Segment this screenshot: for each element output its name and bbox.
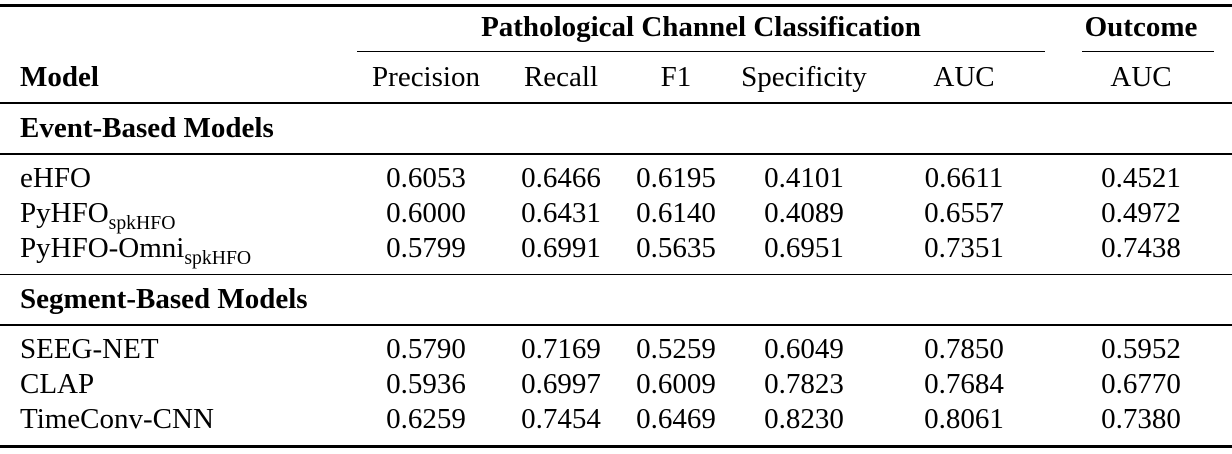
corner-cell bbox=[0, 7, 352, 52]
column-header-row: Model Precision Recall F1 Specificity AU… bbox=[0, 52, 1232, 102]
metric-cell-precision: 0.6000 bbox=[386, 196, 466, 229]
column-header-model: Model bbox=[20, 60, 99, 93]
column-header-outcome-auc: AUC bbox=[1110, 60, 1172, 93]
bottom-rule bbox=[0, 444, 1232, 448]
table-row: SEEG-NET 0.5790 0.7169 0.5259 0.6049 0.7… bbox=[0, 332, 1232, 367]
metric-cell-specificity: 0.4089 bbox=[764, 196, 844, 229]
metric-cell-auc: 0.7684 bbox=[924, 367, 1004, 400]
group-header-outcome: Outcome bbox=[1050, 7, 1232, 52]
group-header-row: Pathological Channel Classification Outc… bbox=[0, 7, 1232, 52]
section-rule bbox=[0, 273, 1232, 275]
metric-cell-outcome-auc: 0.4521 bbox=[1101, 161, 1181, 194]
section-header-segment-based: Segment-Based Models bbox=[0, 275, 1232, 324]
model-name: PyHFO bbox=[20, 196, 109, 229]
metric-cell-f1: 0.6009 bbox=[636, 367, 716, 400]
table-row: PyHFO-OmnispkHFO 0.5799 0.6991 0.5635 0.… bbox=[0, 231, 1232, 269]
column-header-auc: AUC bbox=[933, 60, 995, 93]
model-name-cell: PyHFOspkHFO bbox=[0, 196, 352, 234]
metric-cell-auc: 0.8061 bbox=[924, 402, 1004, 435]
table-row: CLAP 0.5936 0.6997 0.6009 0.7823 0.7684 … bbox=[0, 367, 1232, 402]
column-header-recall: Recall bbox=[523, 60, 599, 93]
metric-cell-outcome-auc: 0.4972 bbox=[1101, 196, 1181, 229]
section-body-event-based: eHFO 0.6053 0.6466 0.6195 0.4101 0.6611 … bbox=[0, 155, 1232, 274]
metric-cell-recall: 0.6997 bbox=[521, 367, 601, 400]
metric-cell-precision: 0.5936 bbox=[386, 367, 466, 400]
metric-cell-recall: 0.7169 bbox=[521, 332, 601, 365]
model-name: eHFO bbox=[20, 161, 91, 194]
metric-cell-f1: 0.5635 bbox=[636, 231, 716, 264]
group-header-pathological: Pathological Channel Classification bbox=[352, 7, 1050, 52]
metric-cell-precision: 0.6259 bbox=[386, 402, 466, 435]
model-name-cell: SEEG-NET bbox=[0, 333, 352, 366]
metric-cell-specificity: 0.8230 bbox=[764, 402, 844, 435]
model-name: TimeConv-CNN bbox=[20, 402, 214, 435]
model-name-cell: PyHFO-OmnispkHFO bbox=[0, 231, 352, 269]
metric-cell-outcome-auc: 0.7438 bbox=[1101, 231, 1181, 264]
model-name-cell: eHFO bbox=[0, 162, 352, 195]
metric-cell-outcome-auc: 0.6770 bbox=[1101, 367, 1181, 400]
metric-cell-specificity: 0.7823 bbox=[764, 367, 844, 400]
table-row: TimeConv-CNN 0.6259 0.7454 0.6469 0.8230… bbox=[0, 402, 1232, 437]
section-rule bbox=[0, 324, 1232, 326]
metric-cell-specificity: 0.6049 bbox=[764, 332, 844, 365]
group-header-pathological-label: Pathological Channel Classification bbox=[481, 10, 921, 43]
column-header-precision: Precision bbox=[372, 60, 480, 93]
metric-cell-outcome-auc: 0.7380 bbox=[1101, 402, 1181, 435]
metric-cell-precision: 0.6053 bbox=[386, 161, 466, 194]
section-header-event-based: Event-Based Models bbox=[0, 104, 1232, 153]
group-header-outcome-label: Outcome bbox=[1084, 10, 1198, 43]
metric-cell-precision: 0.5799 bbox=[386, 231, 466, 264]
metric-cell-recall: 0.6466 bbox=[521, 161, 601, 194]
model-name-cell: CLAP bbox=[0, 368, 352, 401]
table-row: eHFO 0.6053 0.6466 0.6195 0.4101 0.6611 … bbox=[0, 161, 1232, 196]
metric-cell-f1: 0.5259 bbox=[636, 332, 716, 365]
model-name: SEEG-NET bbox=[20, 332, 159, 365]
metric-cell-auc: 0.6557 bbox=[924, 196, 1004, 229]
metric-cell-auc: 0.6611 bbox=[924, 161, 1004, 194]
section-body-segment-based: SEEG-NET 0.5790 0.7169 0.5259 0.6049 0.7… bbox=[0, 326, 1232, 445]
metric-cell-auc: 0.7351 bbox=[924, 231, 1004, 264]
metric-cell-recall: 0.6991 bbox=[521, 231, 601, 264]
metric-cell-f1: 0.6140 bbox=[636, 196, 716, 229]
metric-cell-auc: 0.7850 bbox=[924, 332, 1004, 365]
section-title: Event-Based Models bbox=[20, 112, 274, 144]
metric-cell-recall: 0.7454 bbox=[521, 402, 601, 435]
top-rule bbox=[0, 4, 1232, 7]
column-header-f1: F1 bbox=[660, 60, 692, 93]
horizontal-rule bbox=[1082, 50, 1214, 52]
model-subscript: spkHFO bbox=[108, 211, 176, 234]
metric-cell-precision: 0.5790 bbox=[386, 332, 466, 365]
model-name: PyHFO-Omni bbox=[20, 231, 185, 264]
model-name-cell: TimeConv-CNN bbox=[0, 403, 352, 436]
table-row: PyHFOspkHFO 0.6000 0.6431 0.6140 0.4089 … bbox=[0, 196, 1232, 234]
model-subscript: spkHFO bbox=[184, 246, 252, 269]
metric-cell-specificity: 0.6951 bbox=[764, 231, 844, 264]
metric-cell-outcome-auc: 0.5952 bbox=[1101, 332, 1181, 365]
metric-cell-f1: 0.6195 bbox=[636, 161, 716, 194]
metric-cell-recall: 0.6431 bbox=[521, 196, 601, 229]
section-rule bbox=[0, 153, 1232, 155]
header-rule bbox=[0, 102, 1232, 104]
section-title: Segment-Based Models bbox=[20, 283, 308, 315]
metric-cell-specificity: 0.4101 bbox=[764, 161, 844, 194]
model-name: CLAP bbox=[20, 367, 95, 400]
column-header-specificity: Specificity bbox=[741, 60, 867, 93]
horizontal-rule bbox=[357, 50, 1045, 52]
metric-cell-f1: 0.6469 bbox=[636, 402, 716, 435]
